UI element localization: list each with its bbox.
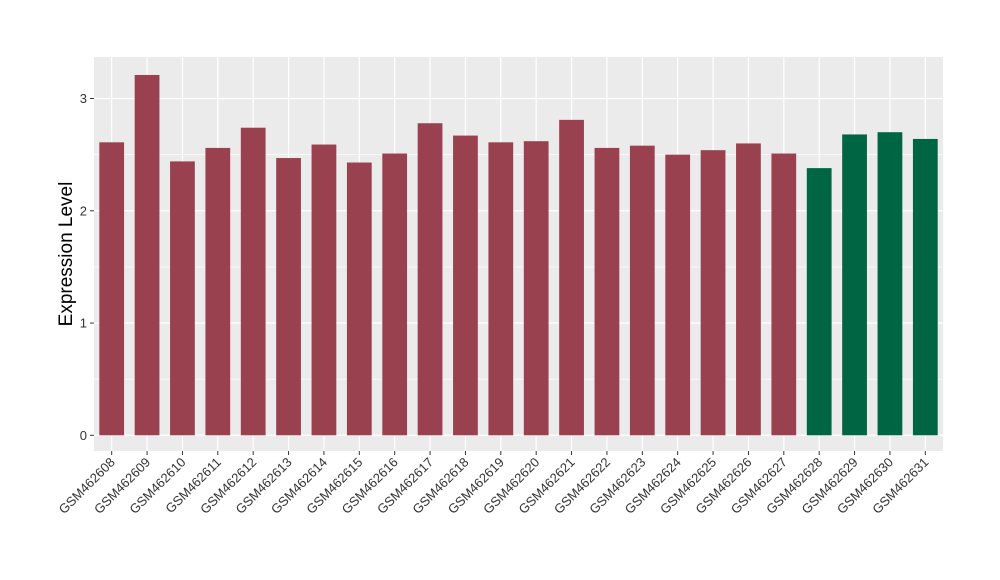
bar-GSM462618 [453, 135, 478, 436]
bar-GSM462630 [877, 132, 903, 436]
bar-GSM462629 [842, 134, 867, 436]
bar-GSM462616 [382, 153, 408, 436]
bar-GSM462627 [771, 153, 797, 436]
y-tick-label: 3 [80, 91, 87, 106]
bar-GSM462608 [99, 142, 125, 436]
bar-GSM462621 [559, 119, 584, 436]
bar-GSM462614 [311, 144, 337, 436]
bar-GSM462615 [346, 162, 372, 436]
y-tick-label: 0 [80, 428, 87, 443]
y-tick-label: 1 [80, 316, 87, 331]
bar-GSM462624 [665, 154, 691, 436]
bar-GSM462617 [417, 123, 443, 436]
bar-GSM462631 [912, 138, 938, 436]
y-tick-label: 2 [80, 203, 87, 218]
y-axis-title: Expression Level [56, 182, 77, 327]
plot-panel [94, 57, 943, 451]
bar-GSM462622 [594, 147, 620, 436]
bar-GSM462628 [806, 168, 832, 436]
bar-GSM462625 [700, 150, 726, 436]
bar-GSM462611 [205, 147, 231, 436]
bar-GSM462619 [488, 142, 514, 436]
bar-GSM462620 [523, 141, 549, 436]
bar-GSM462626 [736, 143, 761, 436]
bar-GSM462609 [134, 74, 160, 436]
bar-GSM462610 [170, 161, 195, 436]
bar-GSM462623 [629, 145, 655, 436]
bar-GSM462613 [276, 158, 301, 436]
bar-GSM462612 [240, 127, 266, 436]
